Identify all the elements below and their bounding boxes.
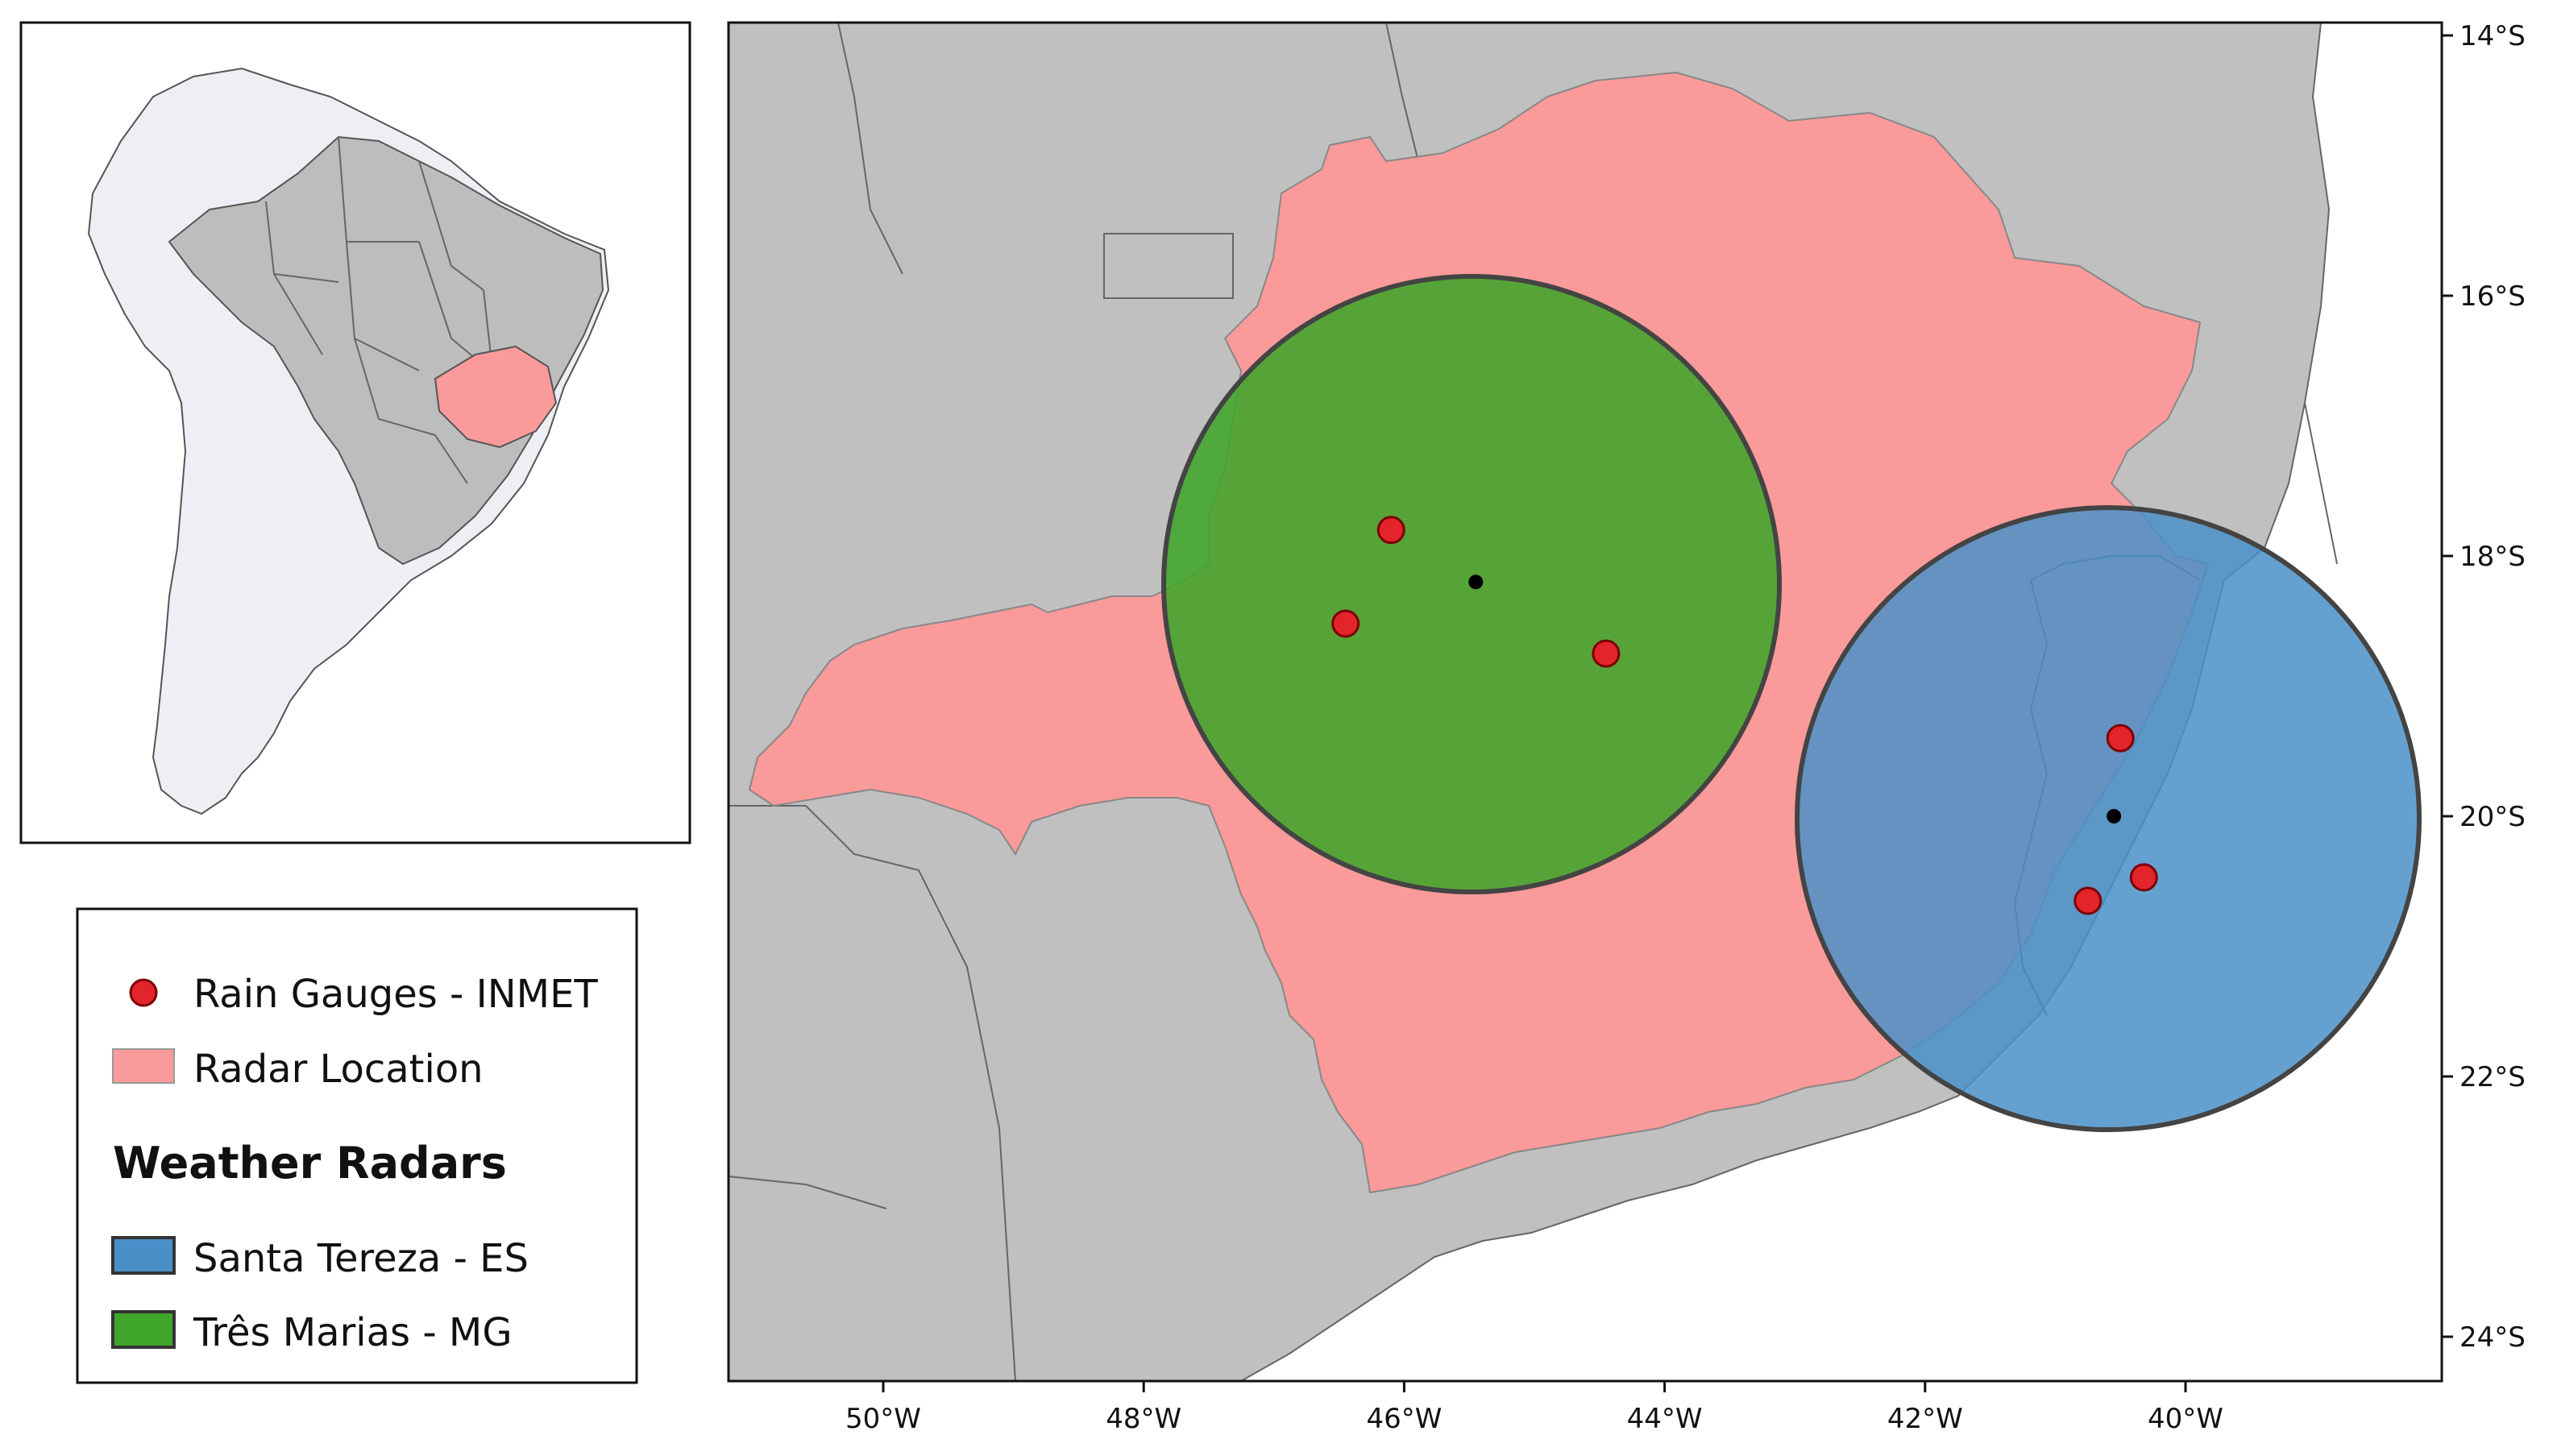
radar-location-label: Radar Location — [193, 1047, 484, 1092]
tres-marias-label: Três Marias - MG — [193, 1310, 513, 1355]
y-tick-label: 22°S — [2460, 1061, 2526, 1093]
y-tick-label: 18°S — [2460, 541, 2526, 573]
x-tick-label: 42°W — [1887, 1403, 1963, 1435]
rain-gauge-marker — [1331, 609, 1360, 638]
weather-radars-title: Weather Radars — [113, 1138, 507, 1188]
x-tick-label: 48°W — [1106, 1403, 1181, 1435]
x-tick-label: 46°W — [1366, 1403, 1442, 1435]
santa-tereza-label: Santa Tereza - ES — [193, 1236, 529, 1281]
inset-map — [19, 21, 691, 844]
y-tick-label: 20°S — [2460, 801, 2526, 833]
y-tick-label: 24°S — [2460, 1321, 2526, 1354]
rain-gauge-marker — [2129, 863, 2158, 892]
inset-minas-gerais — [434, 345, 558, 449]
rain-gauge-marker — [1592, 639, 1621, 668]
radar-center-marker — [2107, 809, 2122, 823]
legend: Rain Gauges - INMET Radar Location Weath… — [76, 907, 638, 1384]
legend-frame — [76, 907, 638, 1384]
state-borders — [729, 23, 2338, 1381]
radar-centers-layer — [1468, 575, 2122, 823]
x-tick-label: 50°W — [845, 1403, 921, 1435]
santa-tereza-legend-swatch — [111, 1236, 176, 1275]
radar-location-legend-swatch — [112, 1048, 175, 1084]
main-map-frame — [727, 21, 2443, 1383]
y-tick-label: 16°S — [2460, 280, 2526, 313]
rain-gauges-label: Rain Gauges - INMET — [193, 972, 598, 1017]
x-axis: 50°W 48°W 46°W 44°W 42°W 40°W — [845, 1381, 2223, 1435]
y-axis: 14°S 16°S 18°S 20°S 22°S 24°S — [2442, 20, 2526, 1354]
rain-gauge-marker — [2074, 886, 2103, 915]
rain-gauge-legend-icon — [129, 978, 158, 1007]
y-tick-label: 14°S — [2460, 20, 2526, 52]
main-map: 50°W 48°W 46°W 44°W 42°W 40°W 14°S 16°S 18°S 20°… — [727, 20, 2526, 1435]
rain-gauge-marker — [1376, 516, 1405, 545]
rain-gauges-layer — [1331, 516, 2158, 915]
x-tick-label: 40°W — [2148, 1403, 2223, 1435]
inset-brazil — [168, 135, 604, 566]
rain-gauge-marker — [2106, 724, 2135, 753]
x-tick-label: 44°W — [1627, 1403, 1703, 1435]
tres-marias-legend-swatch — [111, 1310, 176, 1349]
radar-center-marker — [1468, 575, 1484, 590]
